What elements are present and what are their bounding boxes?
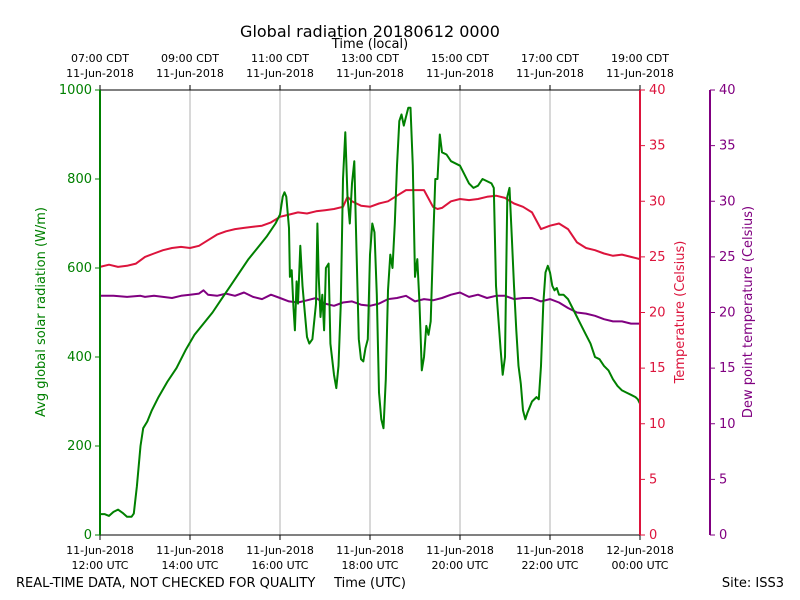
tick-group: 11-Jun-2018 12:00 UTC 11-Jun-2018 14:00 UTC… xyxy=(59,52,736,572)
bottom-axis-label: Time (UTC) xyxy=(333,576,406,591)
x-tick-label-top-date: 11-Jun-2018 xyxy=(246,67,314,80)
y-tick-label-dewpoint: 30 xyxy=(719,194,736,209)
x-tick-label-top-date: 11-Jun-2018 xyxy=(606,67,674,80)
y-tick-label-left: 400 xyxy=(67,350,92,365)
x-tick-label-top-date: 11-Jun-2018 xyxy=(426,67,494,80)
temperature-series-line xyxy=(99,189,641,268)
chart-title: Global radiation 20180612 0000 xyxy=(240,22,500,41)
x-tick-label-top-time: 07:00 CDT xyxy=(71,52,129,65)
site-label: Site: ISS3 xyxy=(722,576,784,591)
y-tick-label-dewpoint: 10 xyxy=(719,417,736,432)
y-tick-label-left: 800 xyxy=(67,172,92,187)
x-tick-label-top-date: 11-Jun-2018 xyxy=(516,67,584,80)
y-tick-label-temperature: 20 xyxy=(649,306,666,321)
y-tick-label-dewpoint: 5 xyxy=(719,472,727,487)
temperature-axis-label: Temperature (Celsius) xyxy=(673,241,688,385)
x-tick-label-bottom-date: 11-Jun-2018 xyxy=(426,544,494,557)
x-tick-label-bottom-date: 11-Jun-2018 xyxy=(336,544,404,557)
x-tick-label-bottom-date: 11-Jun-2018 xyxy=(156,544,224,557)
y-tick-label-dewpoint: 20 xyxy=(719,306,736,321)
y-tick-label-dewpoint: 15 xyxy=(719,361,736,376)
dewpoint-axis-label: Dew point temperature (Celsius) xyxy=(741,206,756,418)
x-tick-label-top-time: 17:00 CDT xyxy=(521,52,579,65)
x-tick-label-top-time: 13:00 CDT xyxy=(341,52,399,65)
y-tick-label-temperature: 25 xyxy=(649,250,666,265)
y-tick-label-dewpoint: 40 xyxy=(719,83,736,98)
x-tick-label-bottom-time: 14:00 UTC xyxy=(161,559,218,572)
x-tick-label-bottom-time: 12:00 UTC xyxy=(71,559,128,572)
x-tick-label-bottom-date: 12-Jun-2018 xyxy=(606,544,674,557)
x-tick-label-bottom-time: 22:00 UTC xyxy=(521,559,578,572)
y-tick-label-left: 0 xyxy=(84,528,92,543)
quality-notice: REAL-TIME DATA, NOT CHECKED FOR QUALITY xyxy=(16,576,315,591)
y-tick-label-dewpoint: 35 xyxy=(719,139,736,154)
x-tick-label-bottom-time: 18:00 UTC xyxy=(341,559,398,572)
x-tick-label-bottom-time: 16:00 UTC xyxy=(251,559,308,572)
x-tick-label-top-date: 11-Jun-2018 xyxy=(66,67,134,80)
y-tick-label-temperature: 10 xyxy=(649,417,666,432)
dew-point-temperature-series-line xyxy=(100,289,640,325)
top-axis-label: Time (local) xyxy=(331,37,408,52)
y-tick-label-temperature: 5 xyxy=(649,472,657,487)
series-group xyxy=(99,106,641,518)
y-tick-label-temperature: 35 xyxy=(649,139,666,154)
x-tick-label-top-date: 11-Jun-2018 xyxy=(156,67,224,80)
x-tick-label-top-date: 11-Jun-2018 xyxy=(336,67,404,80)
y-tick-label-left: 200 xyxy=(67,439,92,454)
x-tick-label-bottom-date: 11-Jun-2018 xyxy=(66,544,134,557)
x-tick-label-top-time: 11:00 CDT xyxy=(251,52,309,65)
x-tick-label-top-time: 15:00 CDT xyxy=(431,52,489,65)
y-tick-label-left: 600 xyxy=(67,261,92,276)
y-tick-label-temperature: 40 xyxy=(649,83,666,98)
x-tick-label-bottom-time: 20:00 UTC xyxy=(431,559,488,572)
avg-global-solar-radiation-series-line xyxy=(100,106,641,518)
x-tick-label-bottom-date: 11-Jun-2018 xyxy=(516,544,584,557)
left-axis-label: Avg global solar radiation (W/m) xyxy=(34,207,49,417)
y-tick-label-dewpoint: 25 xyxy=(719,250,736,265)
x-tick-label-top-time: 19:00 CDT xyxy=(611,52,669,65)
y-tick-label-temperature: 0 xyxy=(649,528,657,543)
x-tick-label-bottom-date: 11-Jun-2018 xyxy=(246,544,314,557)
x-tick-label-top-time: 09:00 CDT xyxy=(161,52,219,65)
y-tick-label-temperature: 30 xyxy=(649,194,666,209)
y-tick-label-temperature: 15 xyxy=(649,361,666,376)
y-tick-label-dewpoint: 0 xyxy=(719,528,727,543)
grid-lines xyxy=(189,90,551,535)
x-tick-label-bottom-time: 00:00 UTC xyxy=(611,559,668,572)
y-tick-label-left: 1000 xyxy=(59,83,92,98)
